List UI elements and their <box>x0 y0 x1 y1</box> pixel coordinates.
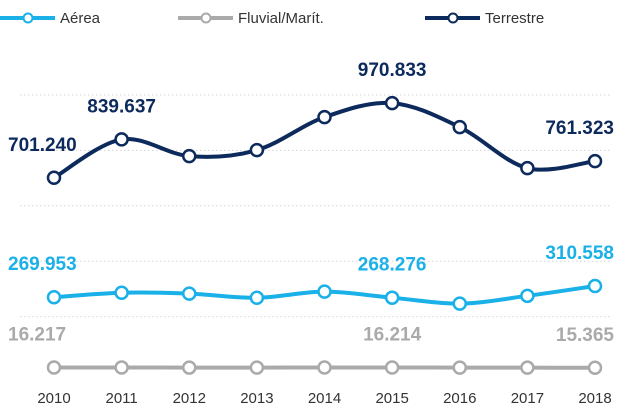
value-label: 16.214 <box>363 325 422 346</box>
value-label: 310.558 <box>545 243 614 264</box>
value-label: 16.217 <box>8 325 66 346</box>
point <box>587 153 603 169</box>
point <box>520 288 535 304</box>
point <box>317 360 332 375</box>
value-label: 761.323 <box>545 118 614 139</box>
x-tick-label: 2017 <box>511 390 544 407</box>
value-label: 970.833 <box>358 60 427 81</box>
point <box>46 289 62 305</box>
x-tick-label: 2013 <box>240 390 273 407</box>
point <box>317 109 332 125</box>
value-label: 15.365 <box>556 325 615 346</box>
point <box>384 95 400 111</box>
point <box>520 360 535 375</box>
legend-marker <box>22 12 34 24</box>
legend-label: Fluvial/Marít. <box>238 10 324 27</box>
point <box>46 170 62 186</box>
x-tick-label: 2018 <box>578 390 611 407</box>
point <box>452 360 467 375</box>
value-label: 268.276 <box>358 255 427 276</box>
x-tick-label: 2014 <box>308 390 341 407</box>
point <box>182 360 197 375</box>
point <box>587 360 603 375</box>
point <box>520 160 535 176</box>
point <box>249 142 265 158</box>
x-tick-label: 2010 <box>37 390 70 407</box>
x-tick-label: 2012 <box>173 390 206 407</box>
legend-label: Terrestre <box>485 10 544 27</box>
point <box>587 278 603 294</box>
point <box>452 296 467 311</box>
point <box>384 360 400 375</box>
point <box>182 148 197 164</box>
point <box>452 119 467 135</box>
point <box>317 284 332 299</box>
point <box>46 360 62 375</box>
point <box>114 360 129 375</box>
legend-label: Aérea <box>60 10 101 27</box>
x-tick-label: 2016 <box>443 390 476 407</box>
value-label: 839.637 <box>87 96 156 117</box>
x-tick-label: 2015 <box>375 390 408 407</box>
value-label: 701.240 <box>8 135 77 156</box>
point <box>114 285 129 301</box>
point <box>114 132 129 147</box>
point <box>384 290 400 305</box>
point <box>182 286 197 301</box>
x-tick-label: 2011 <box>105 390 137 407</box>
point <box>249 360 265 375</box>
point <box>249 290 265 306</box>
legend-marker <box>200 12 212 24</box>
value-label: 269.953 <box>8 254 77 275</box>
legend-marker <box>447 12 459 24</box>
